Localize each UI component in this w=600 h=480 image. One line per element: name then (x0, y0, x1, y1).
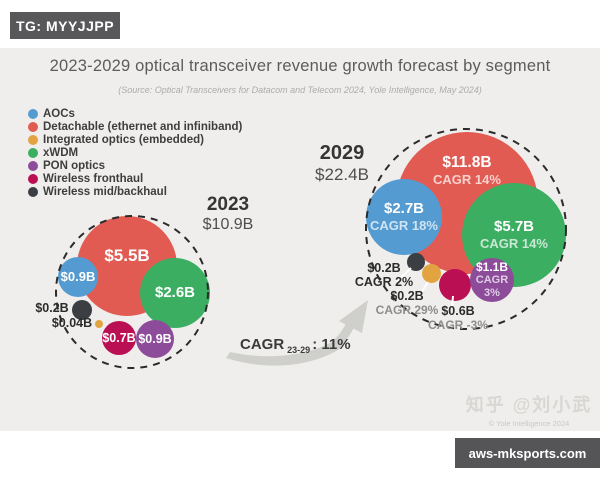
label-2023-midbackhaul: $0.2B (35, 301, 68, 315)
year-label: 2029 (319, 142, 365, 164)
bubble-value: $2.6B (154, 284, 196, 302)
legend-swatch-fronthaul-icon (28, 173, 38, 184)
year-total: $10.9B (202, 216, 254, 233)
bubble-2023-pon: $0.9B (136, 320, 174, 358)
bubble-value: $0.9B (60, 269, 96, 285)
bubble-cagr: CAGR 3% (475, 274, 509, 300)
bubble-2029-integrated (422, 264, 441, 283)
bubble-value: $0.9B (138, 331, 172, 346)
watermark: 知乎 @刘小武 © Yole Intelligence 2024 (466, 391, 593, 428)
legend-item-midbackhaul: Wireless mid/backhaul (28, 185, 242, 198)
callout-value: $0.2B (367, 261, 401, 275)
callout-value: $0.04B (51, 316, 93, 330)
legend-item-detachable: Detachable (ethernet and infiniband) (28, 120, 242, 133)
legend-item-fronthaul: Wireless fronthaul (28, 172, 242, 185)
callout-cagr: CAGR -3% (427, 318, 489, 332)
bubble-value: $11.8B (442, 154, 492, 172)
bubble-value: $5.5B (104, 245, 150, 265)
bubble-2029-fronthaul (439, 269, 471, 301)
legend-label: xWDM (43, 146, 79, 159)
label-2023-integrated: $0.04B (52, 316, 92, 330)
cagr-prefix: CAGR (240, 336, 285, 353)
watermark-text: 知乎 @刘小武 (465, 395, 593, 415)
legend-swatch-integrated-icon (28, 134, 38, 145)
label-2029-midbackhaul: $0.2B CAGR 2% (355, 261, 413, 289)
legend-item-integrated: Integrated optics (embedded) (28, 133, 242, 146)
legend-label: Wireless fronthaul (43, 172, 144, 185)
legend-swatch-midbackhaul-icon (28, 186, 38, 197)
bubble-2029-aocs: $2.7B CAGR 18% (366, 179, 442, 255)
chart-title: 2023-2029 optical transceiver revenue gr… (49, 57, 551, 75)
year-block-2023: 2023 $10.9B (203, 194, 254, 234)
bubble-value: $1.1B (475, 259, 509, 274)
bubble-2023-xwdm: $2.6B (140, 258, 210, 328)
bubble-cagr: CAGR 14% (433, 172, 501, 188)
legend-swatch-xwdm-icon (28, 147, 38, 158)
copyright-text: © Yole Intelligence 2024 (488, 419, 570, 428)
overall-cagr-annotation: CAGR 23-29: 11% (240, 336, 351, 355)
cagr-subscript: 23-29 (287, 345, 311, 355)
cagr-value: : 11% (312, 336, 351, 353)
legend-label: Detachable (ethernet and infiniband) (43, 120, 243, 133)
callout-value: $0.6B (441, 304, 475, 318)
tg-badge: TG: MYYJJPP (10, 12, 120, 39)
chart-subtitle: (Source: Optical Transceivers for Dataco… (118, 85, 482, 95)
bubble-2023-fronthaul: $0.7B (102, 321, 136, 355)
legend-swatch-aocs-icon (28, 108, 38, 119)
label-2029-fronthaul: $0.6B CAGR -3% (428, 304, 488, 332)
year-label: 2023 (206, 194, 250, 215)
chart-area: 2023-2029 optical transceiver revenue gr… (0, 48, 600, 431)
bubble-2023-aocs: $0.9B (58, 257, 98, 297)
legend-swatch-pon-icon (28, 160, 38, 171)
bubble-value: $5.7B (493, 218, 535, 236)
legend-label: Integrated optics (embedded) (43, 133, 205, 146)
legend: AOCs Detachable (ethernet and infiniband… (28, 107, 242, 198)
bubble-2029-pon: $1.1B CAGR 3% (470, 258, 514, 302)
bubble-cagr: CAGR 18% (370, 218, 438, 234)
year-block-2029: 2029 $22.4B (315, 142, 369, 185)
legend-label: PON optics (43, 159, 105, 172)
bubble-value: $2.7B (383, 200, 425, 218)
legend-label: AOCs (43, 107, 75, 120)
callout-cagr: CAGR 2% (354, 275, 414, 289)
year-total: $22.4B (315, 165, 369, 184)
site-badge: aws-mksports.com (455, 438, 600, 468)
legend-item-aocs: AOCs (28, 107, 242, 120)
legend-item-pon: PON optics (28, 159, 242, 172)
bubble-cagr: CAGR 14% (480, 236, 548, 252)
legend-label: Wireless mid/backhaul (43, 185, 167, 198)
bubble-2023-integrated (95, 320, 103, 328)
callout-value: $0.2B (35, 301, 69, 315)
bubble-value: $0.7B (102, 330, 136, 345)
legend-item-xwdm: xWDM (28, 146, 242, 159)
callout-value: $0.2B (390, 289, 424, 303)
legend-swatch-detachable-icon (28, 121, 38, 132)
